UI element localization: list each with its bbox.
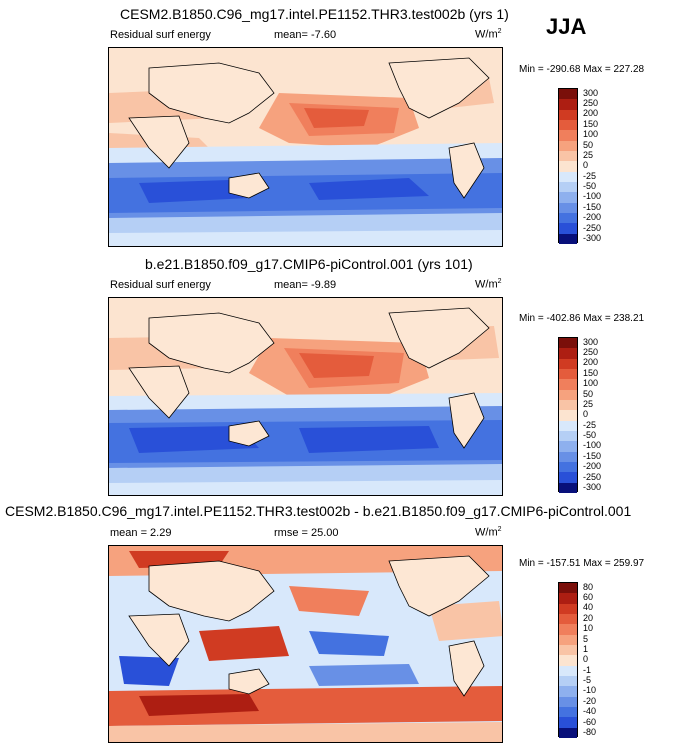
colorbar-tick-label: 300 — [583, 337, 599, 347]
colorbar-tick-label: -300 — [583, 482, 602, 492]
colorbar-tick-label: 60 — [583, 592, 594, 602]
panel2-map — [108, 297, 503, 496]
colorbar-tick-label: -1 — [583, 665, 592, 675]
colorbar-tick-label: 10 — [583, 623, 594, 633]
colorbar-tick-label: -100 — [583, 440, 602, 450]
colorbar-tick-label: 250 — [583, 347, 599, 357]
panel2-map-field — [109, 298, 502, 495]
panel1-title: CESM2.B1850.C96_mg17.intel.PE1152.THR3.t… — [120, 6, 509, 22]
colorbar-tick-label: -60 — [583, 717, 597, 727]
colorbar-tick-label: -200 — [583, 461, 602, 471]
panel1-minmax: Min = -290.68 Max = 227.28 — [519, 64, 645, 75]
colorbar-tick-label: -25 — [583, 420, 597, 430]
colorbar-tick-label: -80 — [583, 727, 597, 737]
panel1-colorbar — [558, 88, 578, 244]
panel3-rmse-label: rmse = 25.00 — [274, 527, 339, 539]
colorbar-tick-label: -50 — [583, 430, 597, 440]
panel2-colorbar — [558, 337, 578, 493]
colorbar-tick-label: -50 — [583, 181, 597, 191]
colorbar-tick-label: -200 — [583, 212, 602, 222]
panel1-map-field — [109, 48, 502, 246]
panel3-map-field — [109, 546, 502, 742]
panel1-mean-label: mean= -7.60 — [274, 29, 337, 41]
season-label: JJA — [546, 14, 587, 39]
colorbar-tick-label: -250 — [583, 472, 602, 482]
colorbar-tick-label: 150 — [583, 119, 599, 129]
colorbar-tick-label: 40 — [583, 602, 594, 612]
panel2-variable-label: Residual surf energy — [110, 279, 211, 291]
colorbar-tick-label: 25 — [583, 399, 594, 409]
panel3-mean-label: mean = 2.29 — [110, 527, 172, 539]
colorbar-tick-label: 25 — [583, 150, 594, 160]
colorbar-tick-label: -25 — [583, 171, 597, 181]
colorbar-tick-label: 200 — [583, 357, 599, 367]
colorbar-tick-label: 50 — [583, 140, 594, 150]
colorbar-tick-label: -5 — [583, 675, 592, 685]
panel2-minmax: Min = -402.86 Max = 238.21 — [519, 313, 645, 324]
panel2-units: W/m2 — [475, 278, 502, 291]
colorbar-tick-label: 0 — [583, 654, 589, 664]
colorbar-tick-label: -150 — [583, 451, 602, 461]
panel3-colorbar — [558, 582, 578, 738]
colorbar-tick-label: -20 — [583, 696, 597, 706]
colorbar-tick-label: 300 — [583, 88, 599, 98]
colorbar-tick-label: 5 — [583, 634, 589, 644]
panel3-title: CESM2.B1850.C96_mg17.intel.PE1152.THR3.t… — [5, 503, 632, 519]
panel3-units: W/m2 — [475, 526, 502, 539]
colorbar-tick-label: 50 — [583, 389, 594, 399]
panel2-mean-label: mean= -9.89 — [274, 279, 337, 291]
panel1-units: W/m2 — [475, 28, 502, 41]
colorbar-tick-label: 0 — [583, 409, 589, 419]
colorbar-tick-label: -150 — [583, 202, 602, 212]
panel3-minmax: Min = -157.51 Max = 259.97 — [519, 558, 645, 569]
panel1-variable-label: Residual surf energy — [110, 29, 211, 41]
panel3-map — [108, 545, 503, 743]
colorbar-tick-label: -250 — [583, 223, 602, 233]
colorbar-tick-label: -10 — [583, 685, 597, 695]
colorbar-tick-label: 250 — [583, 98, 599, 108]
colorbar-tick-label: 1 — [583, 644, 589, 654]
colorbar-tick-label: 200 — [583, 108, 599, 118]
colorbar-tick-label: 150 — [583, 368, 599, 378]
colorbar-tick-label: 0 — [583, 160, 589, 170]
colorbar-tick-label: 100 — [583, 129, 599, 139]
panel1-map — [108, 47, 503, 247]
colorbar-tick-label: -300 — [583, 233, 602, 243]
colorbar-tick-label: 100 — [583, 378, 599, 388]
colorbar-tick-label: -40 — [583, 706, 597, 716]
panel2-title: b.e21.B1850.f09_g17.CMIP6-piControl.001 … — [145, 256, 473, 272]
colorbar-tick-label: 20 — [583, 613, 594, 623]
colorbar-tick-label: -100 — [583, 191, 602, 201]
colorbar-tick-label: 80 — [583, 582, 594, 592]
